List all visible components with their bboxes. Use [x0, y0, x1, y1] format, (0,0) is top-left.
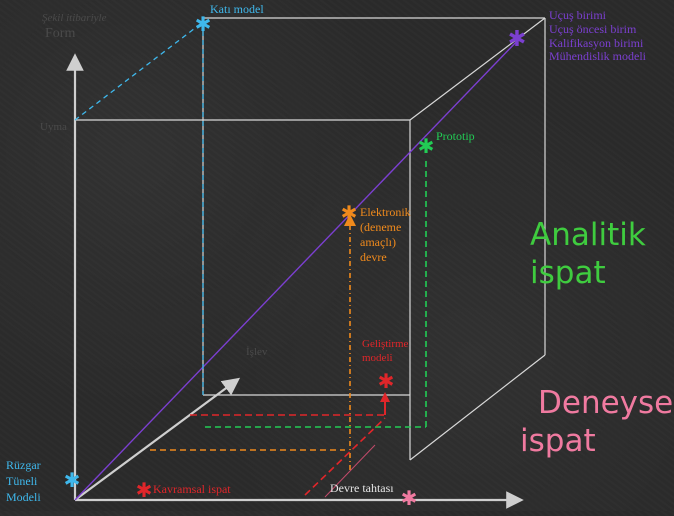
analitik-line: ispat — [530, 255, 606, 291]
ruzgar-line: Modeli — [6, 490, 41, 504]
ruzgar-line: Tüneli — [6, 474, 38, 488]
elektronik-line: (deneme — [360, 220, 402, 234]
label-elektronik: Elektronik (deneme amaçlı) devre — [360, 205, 411, 265]
prototip-marker-icon: ✱ — [418, 134, 435, 158]
axis-label-form: Form — [45, 26, 76, 41]
legend: Uçuş birimi Uçuş öncesi birim Kalifikasy… — [549, 8, 646, 64]
axis-label-uyma: Uyma — [40, 121, 67, 133]
analitik-line: Analitik — [530, 217, 646, 253]
label-kavramsal-ispat: Kavramsal ispat — [153, 482, 231, 496]
elektronik-marker-icon: ✱ — [341, 201, 358, 225]
gelistirme-line: Geliştirme — [362, 338, 409, 350]
gelistirme-line: modeli — [362, 352, 393, 364]
devre-tahtasi-marker-icon: ✱ — [401, 486, 418, 510]
label-deneysel-ispat: Deneysel ispat — [520, 384, 674, 460]
cube-edge-bottom-right — [409, 354, 546, 461]
legend-item: Uçuş öncesi birim — [549, 21, 637, 36]
label-analitik-ispat: Analitik ispat — [530, 216, 646, 292]
markers: ✱ ✱ ✱ ✱ ✱ ✱ ✱ ✱ — [64, 12, 527, 510]
axes — [66, 53, 524, 509]
faded-axis-label: İşlev — [246, 346, 268, 358]
kati-model-path — [74, 21, 204, 395]
label-devre-tahtasi: Devre tahtası — [330, 481, 394, 495]
elektronik-arrow-head — [344, 214, 356, 226]
devre-tahtasi-line — [324, 444, 376, 498]
kati-model-diagonal — [74, 21, 204, 121]
gelistirme-path — [190, 414, 386, 496]
elektronik-line: amaçlı) — [360, 235, 396, 249]
legend-item: Uçuş birimi — [549, 8, 606, 22]
label-ruzgar-tuneli: Rüzgar Tüneli Modeli — [6, 457, 41, 505]
legend-item: Mühendislik modeli — [549, 49, 646, 64]
axis-label-sekil: Şekil itibariyle — [42, 12, 107, 24]
elektronik-line: devre — [360, 250, 387, 264]
kati-model-marker-icon: ✱ — [195, 12, 212, 36]
elektronik-line: Elektronik — [360, 205, 411, 219]
label-gelistirme: Geliştirme modeli — [362, 337, 408, 365]
cube-edge-top-right — [409, 17, 546, 121]
label-prototip: Prototip — [436, 129, 475, 143]
ucus-birimi-marker-icon: ✱ — [508, 27, 526, 52]
gelistirme-diagonal — [304, 417, 386, 496]
deneysel-line: ispat — [520, 423, 596, 459]
z-axis — [74, 377, 241, 501]
prototip-path — [205, 160, 427, 428]
elektronik-path — [150, 220, 351, 470]
gelistirme-marker-icon: ✱ — [378, 369, 395, 393]
legend-item: Kalifikasyon birimi — [549, 35, 644, 50]
label-kati-model: Katı model — [210, 2, 264, 16]
ruzgar-line: Rüzgar — [6, 458, 41, 472]
deneysel-line: Deneysel — [538, 385, 674, 421]
gelistirme-arrow-head — [380, 392, 390, 402]
ruzgar-marker-icon: ✱ — [64, 468, 81, 492]
diagonal-line — [74, 37, 521, 501]
kavramsal-marker-icon: ✱ — [136, 478, 153, 502]
